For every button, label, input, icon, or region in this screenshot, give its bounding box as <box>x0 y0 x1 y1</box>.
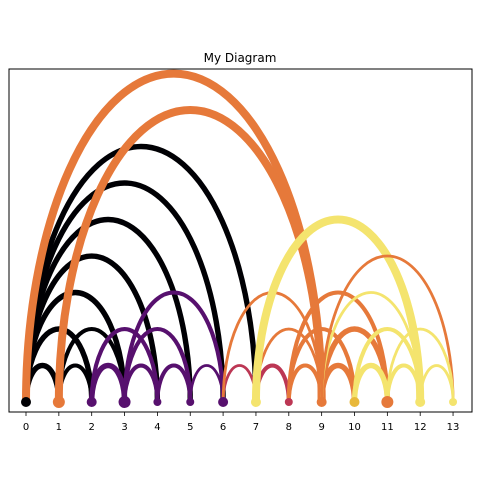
arc-link-9-12 <box>320 291 422 403</box>
arc-link-11-13 <box>385 327 455 403</box>
arc-link-8-11 <box>286 290 390 403</box>
x-tick-label: 7 <box>253 422 259 433</box>
arc-link-5-6 <box>188 364 225 403</box>
arc-link-12-13 <box>418 364 455 403</box>
arc-link-7-12 <box>251 215 425 403</box>
x-tick-label: 0 <box>23 422 29 433</box>
x-tick-label: 2 <box>89 422 95 433</box>
chart-title: My Diagram <box>204 51 277 65</box>
node-10 <box>349 397 360 407</box>
arc-link-2-4 <box>89 327 160 403</box>
x-tick-label: 4 <box>154 422 160 433</box>
node-6 <box>218 397 229 407</box>
x-axis: 0 1 2 3 4 5 6 7 8 9 10 11 12 13 <box>23 412 460 433</box>
arc-link-10-12 <box>352 327 423 403</box>
x-tick-label: 3 <box>121 422 127 433</box>
arcs-layer <box>22 69 455 403</box>
node-0 <box>21 397 31 407</box>
x-tick-label: 1 <box>56 422 62 433</box>
node-1 <box>52 396 65 408</box>
x-tick-label: 13 <box>447 422 460 433</box>
node-12 <box>415 397 426 407</box>
node-11 <box>381 396 394 408</box>
arc-link-9-13 <box>320 254 455 403</box>
node-4 <box>153 398 162 406</box>
node-2 <box>86 397 97 407</box>
x-tick-label: 8 <box>286 422 292 433</box>
x-tick-label: 5 <box>187 422 193 433</box>
node-7 <box>250 397 261 407</box>
x-tick-label: 10 <box>348 422 361 433</box>
x-tick-label: 9 <box>318 422 324 433</box>
nodes-layer <box>21 396 458 408</box>
arc-link-3-6 <box>122 290 226 403</box>
x-tick-label: 11 <box>381 422 394 433</box>
node-9 <box>316 397 327 407</box>
arc-link-1-9 <box>54 106 326 403</box>
arc-link-6-9 <box>221 291 324 403</box>
node-13 <box>449 398 458 406</box>
node-8 <box>284 398 293 406</box>
x-tick-label: 12 <box>414 422 427 433</box>
arc-link-4-5 <box>155 363 193 403</box>
node-3 <box>118 396 131 408</box>
plot-frame <box>8 68 473 413</box>
x-tick-label: 6 <box>220 422 226 433</box>
node-5 <box>186 398 195 406</box>
arc-link-6-7 <box>221 364 258 403</box>
